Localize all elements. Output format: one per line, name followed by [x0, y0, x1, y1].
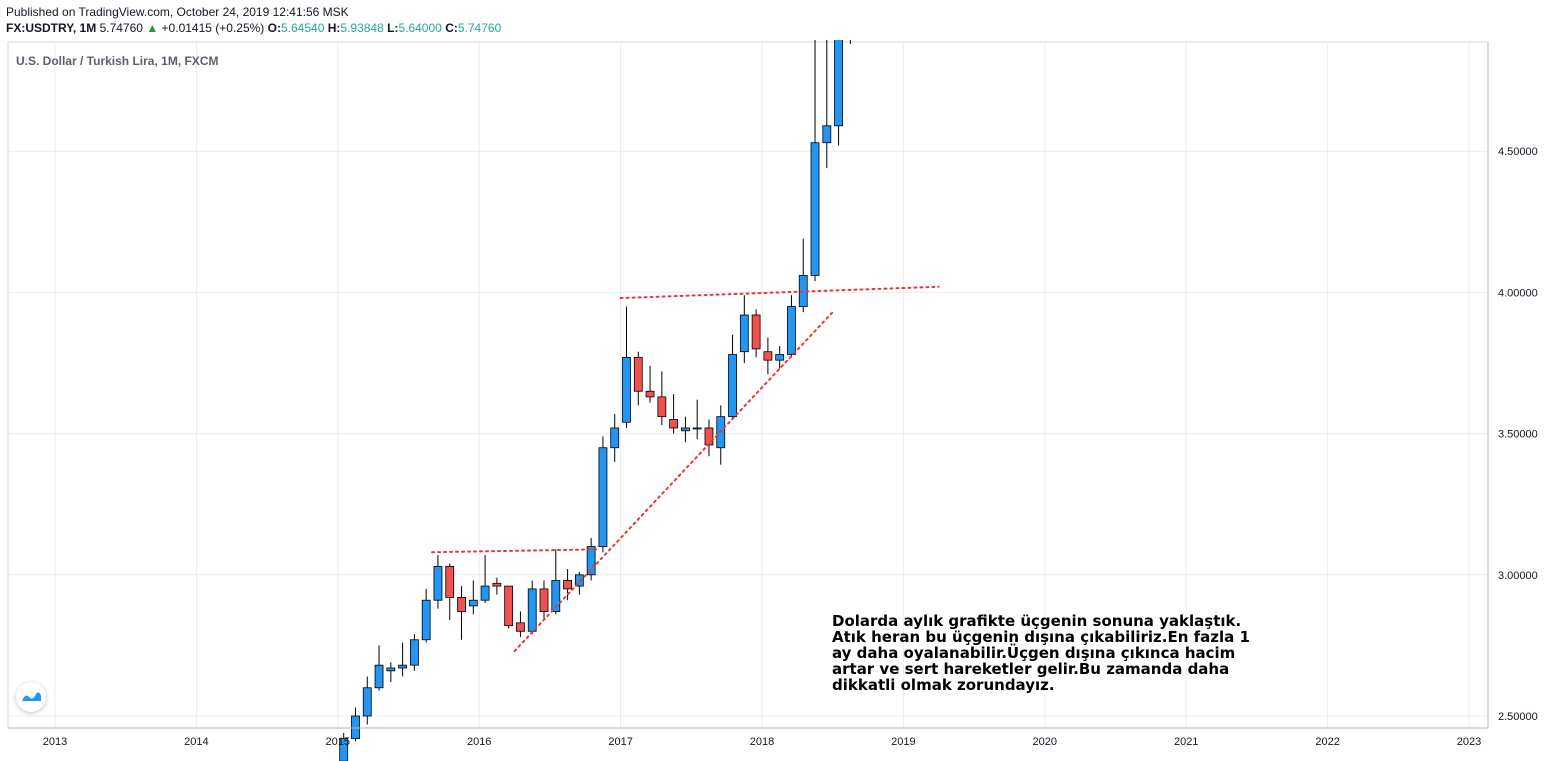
price-tick-label: 4.00000: [1498, 287, 1538, 299]
annotation-line: artar ve sert hareketler gelir.Bu zamand…: [832, 660, 1230, 678]
candle-body: [728, 354, 737, 418]
trendline: [513, 311, 834, 653]
chart-header: Published on TradingView.com, October 24…: [6, 4, 501, 36]
change-value: +0.01415 (+0.25%): [161, 21, 265, 35]
price-tick-label: 3.50000: [1498, 429, 1538, 441]
annotation-line: Dolarda aylık grafikte üçgenin sonuna ya…: [832, 612, 1242, 630]
time-tick-label: 2013: [43, 736, 67, 748]
candle-body: [598, 447, 608, 547]
close-value: 5.74760: [457, 21, 502, 35]
last-price-value: 5.74760: [99, 21, 143, 35]
price-chart[interactable]: 1(7.08491)0.618(5.88475)0.382(5.14328)2.…: [0, 40, 1556, 761]
candle-body: [339, 738, 349, 761]
candle-body: [433, 565, 443, 601]
time-tick-label: 2023: [1457, 736, 1481, 748]
time-tick-label: 2018: [750, 736, 774, 748]
candle-body: [504, 585, 514, 627]
candle-body: [457, 596, 466, 612]
candle-body: [633, 356, 643, 392]
trendline: [619, 285, 940, 300]
candle-body: [657, 396, 667, 418]
candle-body: [574, 574, 584, 587]
candle-body: [386, 667, 396, 672]
close-label: C:: [445, 21, 458, 35]
candle-body: [480, 585, 490, 601]
candle-body: [445, 565, 455, 598]
candle-body: [421, 599, 431, 641]
up-triangle-icon: ▲: [146, 21, 159, 35]
published-info: Published on TradingView.com, October 24…: [6, 5, 349, 19]
candle-body: [539, 588, 549, 612]
annotation-text: Dolarda aylık grafikte üçgenin sonuna ya…: [832, 613, 1302, 693]
candle-body: [409, 639, 419, 666]
candle-body: [516, 622, 525, 632]
price-tick-label: 4.50000: [1498, 146, 1538, 158]
candle-body: [586, 546, 596, 576]
candle-body: [362, 687, 372, 717]
price-tick-label: 3.00000: [1498, 570, 1538, 582]
time-tick-label: 2016: [467, 736, 491, 748]
candle-body: [787, 306, 796, 355]
time-tick-label: 2021: [1174, 736, 1198, 748]
candle-body: [704, 427, 714, 446]
candle-body: [834, 40, 843, 127]
plot-frame: [7, 41, 1489, 729]
logo-glyph: [22, 692, 41, 701]
time-tick-label: 2017: [608, 736, 632, 748]
candle-body: [681, 427, 690, 432]
candle-body: [351, 715, 360, 739]
candle-body: [669, 419, 679, 429]
time-tick-label: 2020: [1033, 736, 1057, 748]
high-label: H:: [327, 21, 341, 35]
tradingview-logo-icon[interactable]: [16, 682, 46, 712]
open-value: 5.64540: [280, 21, 325, 35]
open-label: O:: [267, 21, 281, 35]
annotation-line: ay daha oyalanabilir.Üçgen dışına çıkınc…: [832, 644, 1236, 662]
candle-body: [751, 314, 761, 350]
candle-body: [563, 580, 572, 590]
high-value: 5.93848: [340, 21, 384, 35]
candle-body: [492, 582, 502, 587]
time-tick-label: 2019: [891, 736, 915, 748]
low-label: L:: [387, 21, 399, 35]
candle-body: [739, 314, 749, 353]
price-tick-label: 2.50000: [1498, 711, 1538, 723]
candle-body: [527, 588, 537, 632]
candle-body: [398, 664, 408, 669]
trendline: [431, 548, 599, 554]
time-tick-label: 2022: [1315, 736, 1339, 748]
chart-title: U.S. Dollar / Turkish Lira, 1M, FXCM: [16, 54, 219, 68]
candle-body: [692, 427, 702, 430]
candle-body: [822, 125, 832, 144]
annotation-line: dikkatli olmak zorundayız.: [832, 676, 1055, 694]
candle-body: [374, 664, 384, 689]
time-tick-label: 2015: [326, 736, 350, 748]
candle-body: [551, 580, 561, 612]
ohlc-legend: FX:USDTRY, 1M 5.74760 ▲ +0.01415 (+0.25%…: [6, 20, 501, 36]
symbol-label: FX:USDTRY, 1M: [6, 21, 97, 35]
low-value: 5.64000: [398, 21, 442, 35]
candle-body: [775, 354, 785, 361]
time-tick-label: 2014: [184, 736, 208, 748]
annotation-line: Atık heran bu üçgenin dışına çıkabiliriz…: [832, 628, 1250, 646]
candle-body: [622, 356, 631, 423]
candle-body: [468, 599, 478, 607]
candle-body: [645, 390, 655, 398]
candle-body: [810, 142, 820, 276]
candle-body: [610, 427, 620, 449]
candle-body: [763, 351, 773, 361]
